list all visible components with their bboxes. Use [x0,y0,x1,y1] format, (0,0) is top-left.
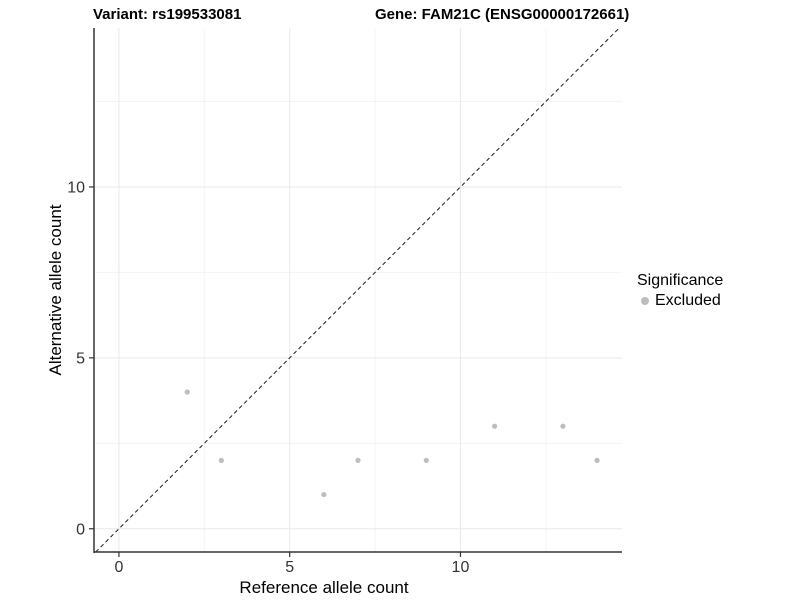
y-axis-title: Alternative allele count [46,204,65,376]
data-point [218,457,224,463]
data-point [492,423,498,429]
plot-title-variant: Variant: rs199533081 [93,6,242,23]
legend: Significance Excluded [637,272,723,310]
x-tick-label: 5 [285,559,294,576]
data-point [560,423,566,429]
legend-title: Significance [637,272,724,289]
x-tick-label: 0 [114,559,123,576]
data-point [594,457,600,463]
y-tick-label: 10 [67,179,85,196]
x-axis-title: Reference allele count [239,578,409,597]
y-tick-label: 5 [76,350,85,367]
data-point [355,457,361,463]
data-point [423,457,429,463]
legend-point-icon [641,297,649,305]
identity-dashed-line [95,27,620,553]
y-tick-label: 0 [76,521,85,538]
legend-item-label: Excluded [655,292,721,309]
data-point [321,491,327,498]
x-tick-label: 10 [452,559,470,576]
legend-item-excluded: Excluded [637,292,723,310]
data-point [184,389,190,395]
plot-title-gene: Gene: FAM21C (ENSG00000172661) [375,6,630,23]
